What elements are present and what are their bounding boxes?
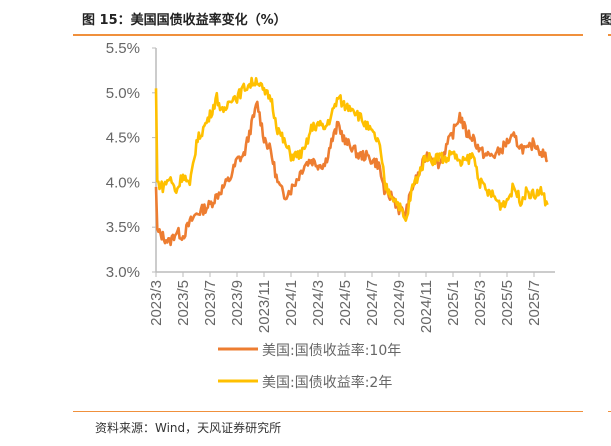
x-tick-label: 2024/11 bbox=[418, 280, 435, 333]
y-tick-label: 4.0% bbox=[106, 174, 140, 191]
x-tick-label: 2024/9 bbox=[391, 280, 408, 326]
source-rule bbox=[73, 411, 583, 412]
next-title-rule bbox=[608, 34, 611, 36]
x-tick-label: 2023/5 bbox=[175, 280, 192, 326]
series-line-10y bbox=[154, 100, 549, 247]
source-note: 资料来源：Wind，天风证券研究所 bbox=[95, 421, 282, 435]
y-tick-label: 5.5% bbox=[106, 40, 140, 57]
series-line-2y bbox=[154, 76, 549, 222]
x-tick-label: 2023/11 bbox=[256, 280, 273, 333]
y-tick-label: 5.0% bbox=[106, 85, 140, 102]
x-tick-label: 2025/1 bbox=[445, 280, 462, 326]
x-tick-label: 2024/3 bbox=[310, 280, 327, 326]
x-tick-label: 2023/9 bbox=[229, 280, 246, 326]
title-rule bbox=[73, 34, 583, 36]
y-tick-label: 3.5% bbox=[106, 219, 140, 236]
figure-title: 图 15：美国国债收益率变化（%） bbox=[82, 13, 287, 28]
y-tick-label: 4.5% bbox=[106, 130, 140, 147]
x-tick-label: 2024/1 bbox=[283, 280, 300, 326]
x-tick-label: 2025/7 bbox=[526, 280, 543, 326]
y-tick-label: 3.0% bbox=[106, 264, 140, 281]
next-figure-title-fragment: 图 bbox=[600, 13, 611, 28]
next-source-rule bbox=[608, 411, 611, 412]
x-tick-label: 2025/5 bbox=[499, 280, 516, 326]
x-tick-label: 2023/7 bbox=[202, 280, 219, 326]
x-tick-label: 2024/7 bbox=[364, 280, 381, 326]
x-tick-label: 2024/5 bbox=[337, 280, 354, 326]
x-tick-label: 2025/3 bbox=[472, 280, 489, 326]
legend-label-2y: 美国:国债收益率:2年 bbox=[262, 374, 392, 391]
x-tick-label: 2023/3 bbox=[148, 280, 165, 326]
legend-label-10y: 美国:国债收益率:10年 bbox=[262, 342, 401, 359]
